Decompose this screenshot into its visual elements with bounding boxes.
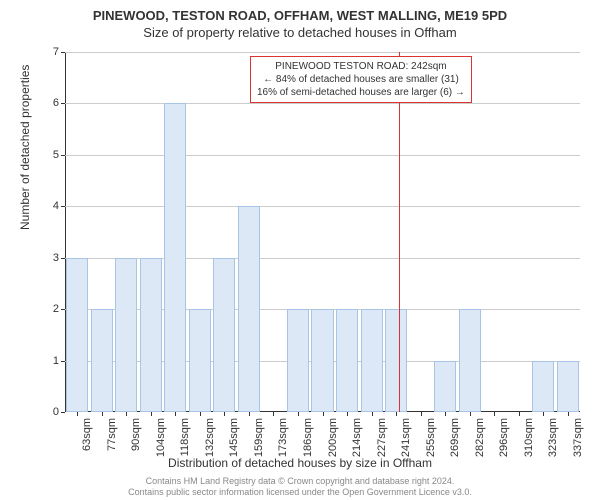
x-tick-mark [323, 412, 324, 416]
y-axis-title: Number of detached properties [18, 65, 32, 230]
bar [361, 309, 383, 412]
grid-line [65, 103, 580, 104]
y-tick-mark [61, 103, 65, 104]
x-tick-label: 337sqm [572, 418, 584, 457]
x-tick-mark [421, 412, 422, 416]
x-tick-label: 269sqm [449, 418, 461, 457]
x-tick-label: 90sqm [130, 418, 142, 451]
bar [189, 309, 211, 412]
x-tick-mark [543, 412, 544, 416]
bar [532, 361, 554, 412]
x-tick-label: 323sqm [547, 418, 559, 457]
x-tick-label: 200sqm [327, 418, 339, 457]
x-tick-mark [126, 412, 127, 416]
x-tick-mark [298, 412, 299, 416]
x-tick-label: 132sqm [204, 418, 216, 457]
chart-area: 01234567 63sqm77sqm90sqm104sqm118sqm132s… [65, 52, 580, 412]
footer-copyright: Contains HM Land Registry data © Crown c… [0, 476, 600, 486]
x-tick-mark [249, 412, 250, 416]
x-tick-mark [224, 412, 225, 416]
x-tick-mark [175, 412, 176, 416]
bar [459, 309, 481, 412]
x-tick-label: 159sqm [253, 418, 265, 457]
x-tick-label: 227sqm [376, 418, 388, 457]
x-tick-label: 145sqm [228, 418, 240, 457]
bar [91, 309, 113, 412]
bar [557, 361, 579, 412]
bar [164, 103, 186, 412]
x-tick-label: 296sqm [498, 418, 510, 457]
y-tick-mark [61, 309, 65, 310]
x-tick-label: 77sqm [106, 418, 118, 451]
x-tick-mark [347, 412, 348, 416]
grid-line [65, 155, 580, 156]
bar [287, 309, 309, 412]
x-tick-label: 104sqm [155, 418, 167, 457]
y-tick-mark [61, 258, 65, 259]
x-tick-label: 186sqm [302, 418, 314, 457]
x-tick-mark [77, 412, 78, 416]
x-tick-mark [151, 412, 152, 416]
y-tick-mark [61, 155, 65, 156]
x-axis-title: Distribution of detached houses by size … [0, 456, 600, 470]
annotation-line3: 16% of semi-detached houses are larger (… [257, 86, 465, 99]
x-tick-mark [470, 412, 471, 416]
annotation-line1: PINEWOOD TESTON ROAD: 242sqm [257, 60, 465, 73]
y-tick-mark [61, 52, 65, 53]
title-address: PINEWOOD, TESTON ROAD, OFFHAM, WEST MALL… [0, 0, 600, 23]
y-tick-mark [61, 361, 65, 362]
x-tick-mark [372, 412, 373, 416]
x-tick-label: 118sqm [179, 418, 191, 456]
x-tick-label: 241sqm [400, 418, 412, 457]
y-tick-mark [61, 206, 65, 207]
bar [238, 206, 260, 412]
x-tick-mark [568, 412, 569, 416]
bar [336, 309, 358, 412]
x-tick-mark [273, 412, 274, 416]
bar [140, 258, 162, 412]
bar [385, 309, 407, 412]
x-tick-label: 282sqm [474, 418, 486, 457]
x-tick-label: 214sqm [351, 418, 363, 457]
x-tick-label: 310sqm [523, 418, 535, 457]
reference-line [399, 52, 400, 412]
title-subtitle: Size of property relative to detached ho… [0, 23, 600, 40]
x-tick-mark [494, 412, 495, 416]
bar [311, 309, 333, 412]
bar [66, 258, 88, 412]
x-tick-mark [102, 412, 103, 416]
x-tick-mark [519, 412, 520, 416]
x-tick-label: 173sqm [277, 418, 289, 457]
x-tick-label: 63sqm [81, 418, 93, 451]
x-tick-mark [445, 412, 446, 416]
x-tick-mark [200, 412, 201, 416]
x-tick-mark [396, 412, 397, 416]
bar [213, 258, 235, 412]
annotation-line2: ← 84% of detached houses are smaller (31… [257, 73, 465, 86]
grid-line [65, 52, 580, 53]
grid-line [65, 206, 580, 207]
x-tick-label: 255sqm [425, 418, 437, 457]
annotation-box: PINEWOOD TESTON ROAD: 242sqm ← 84% of de… [250, 56, 472, 103]
footer-license: Contains public sector information licen… [0, 487, 600, 497]
bar [115, 258, 137, 412]
y-tick-mark [61, 412, 65, 413]
bar [434, 361, 456, 412]
